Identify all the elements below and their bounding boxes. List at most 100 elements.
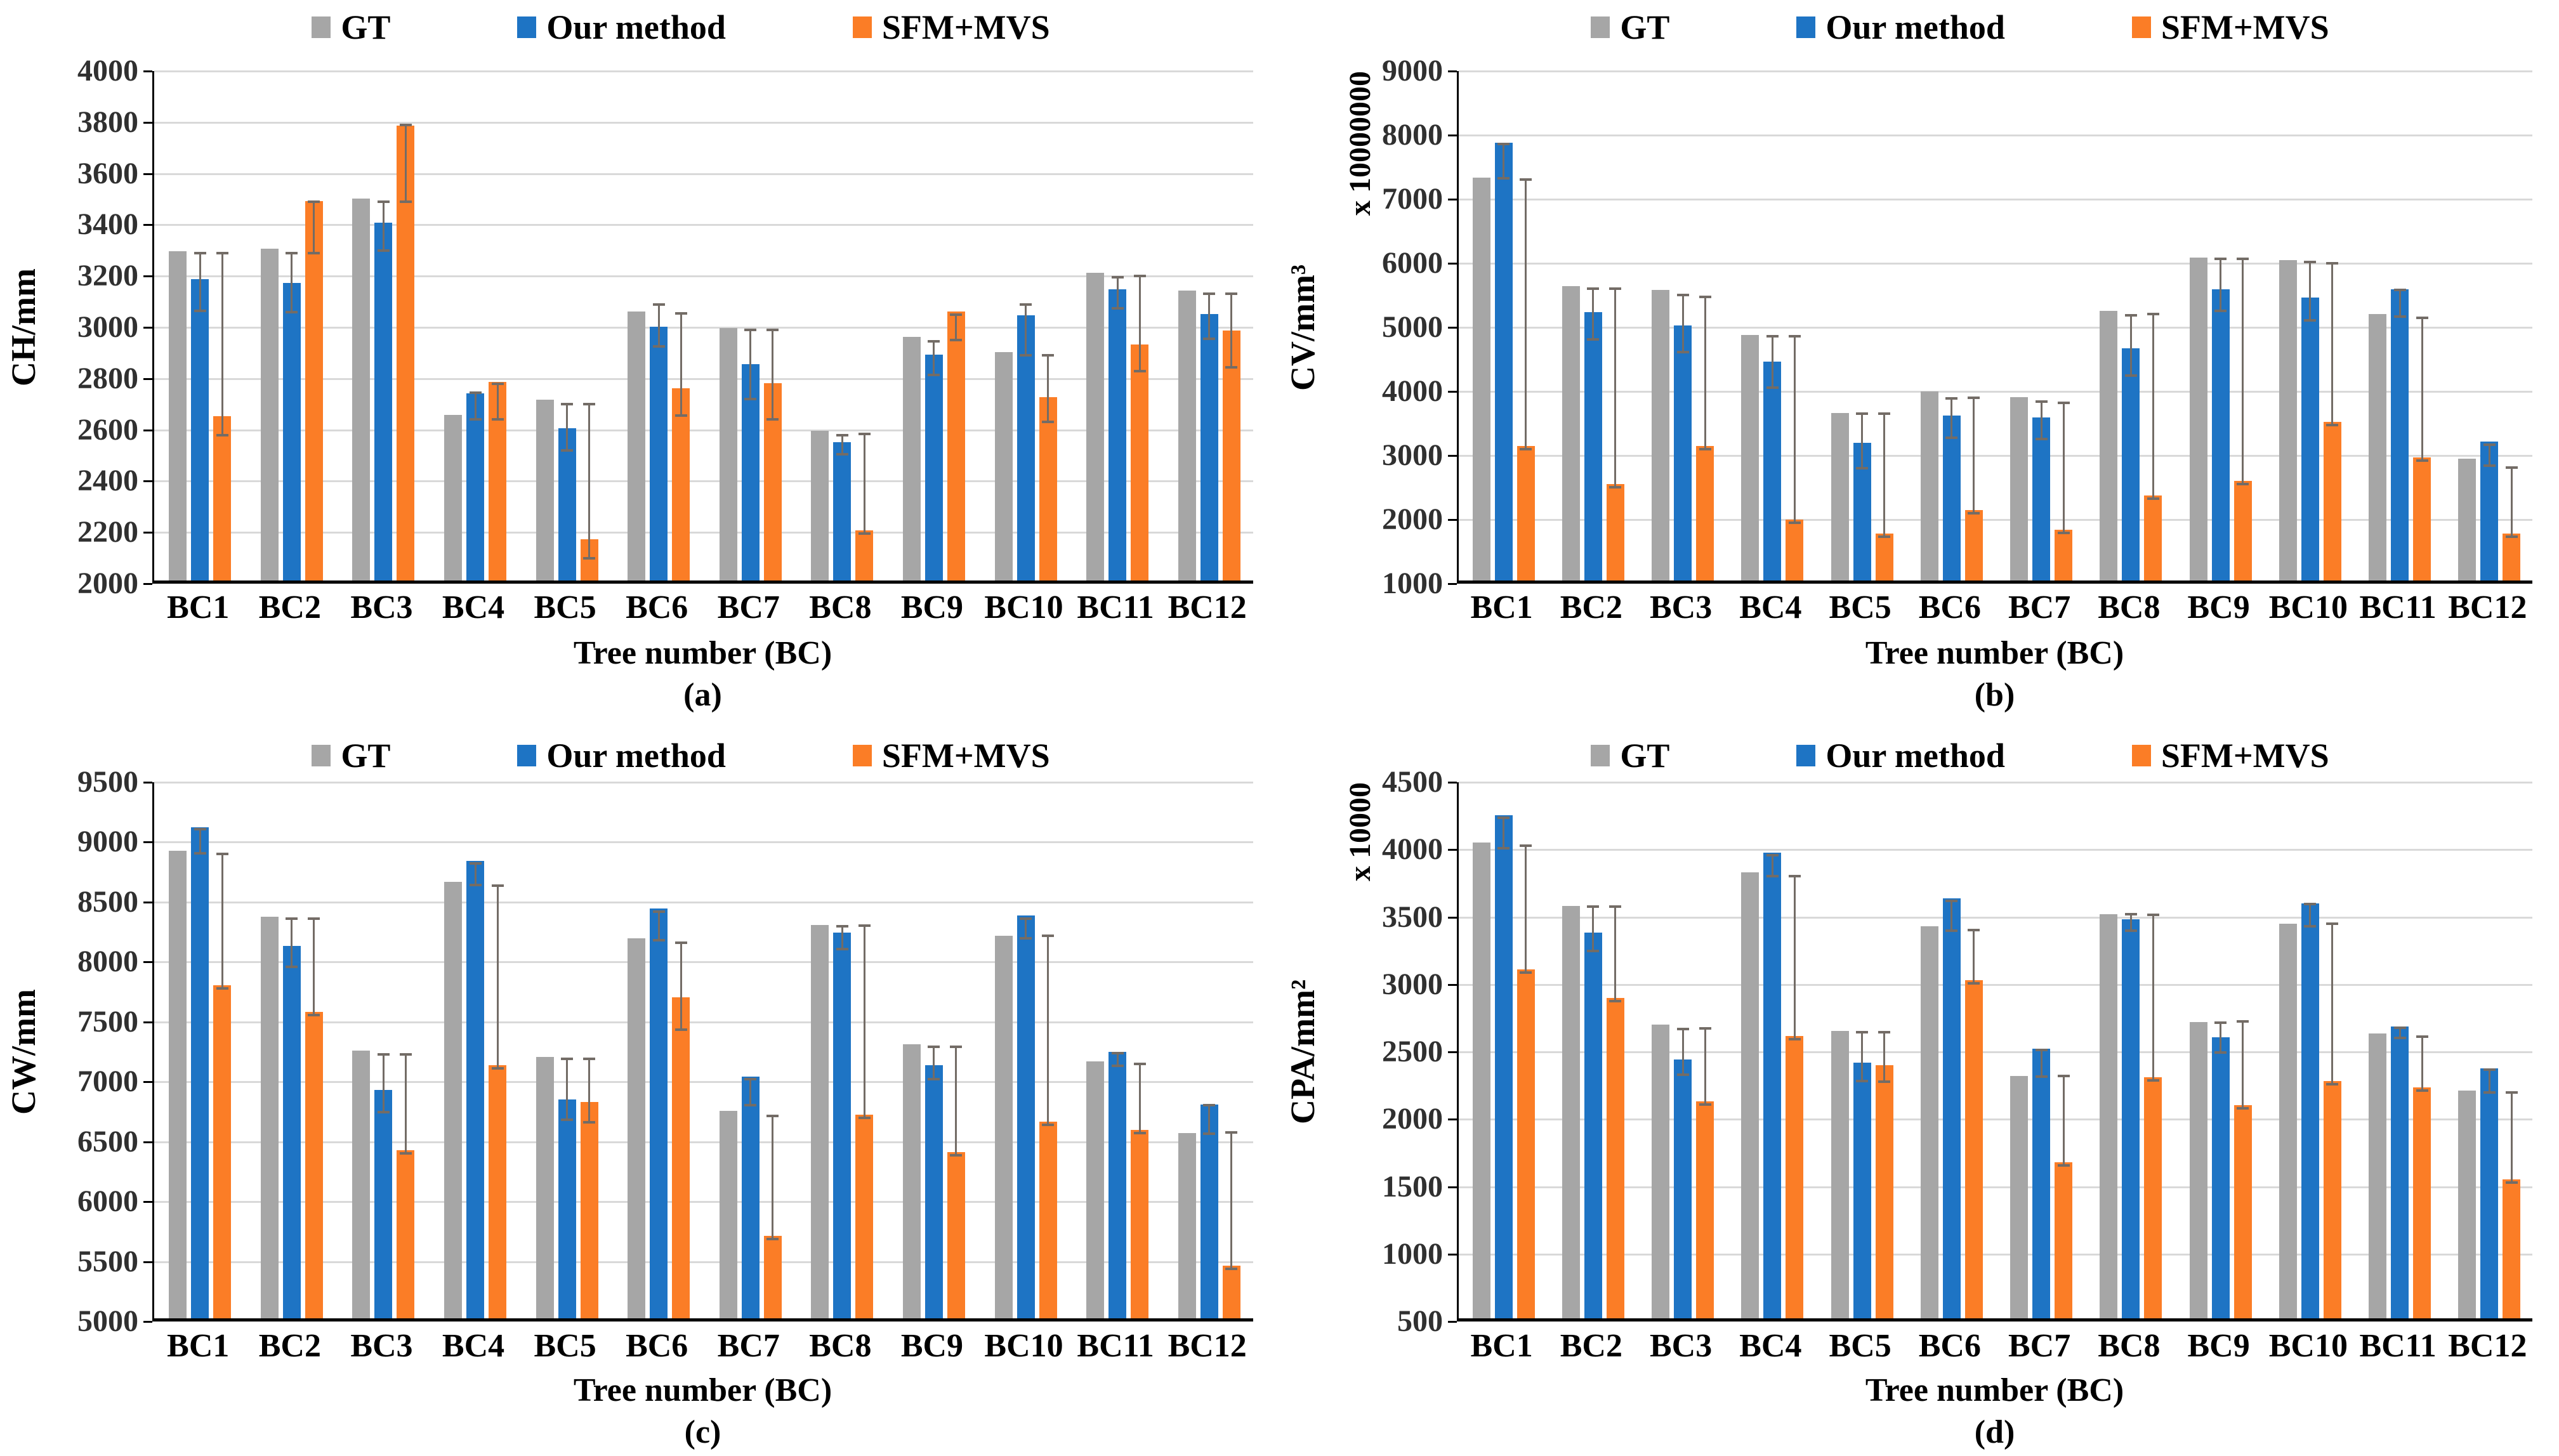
plot-area xyxy=(1448,70,2532,585)
bar-sfm-mvs-bc6 xyxy=(1964,509,1983,580)
gt-swatch-icon xyxy=(1591,745,1610,766)
legend-label-sfm-mvs: SFM+MVS xyxy=(2161,8,2329,46)
bar-our-method-bc1 xyxy=(191,827,209,1318)
legend-item-our-method: Our method xyxy=(1796,738,2005,773)
error-bar xyxy=(933,341,935,375)
error-bar-cap xyxy=(2326,423,2339,426)
gridline xyxy=(154,480,1253,483)
error-bar-cap xyxy=(1497,817,1510,820)
y-tick-label: 3000 xyxy=(1382,967,1443,1001)
y-axis-tick-mark xyxy=(143,782,152,784)
y-tick-label: 9000 xyxy=(77,825,138,859)
error-bar-cap xyxy=(950,1154,963,1157)
y-axis-tick-mark xyxy=(1448,263,1457,265)
bar-sfm-mvs-bc10 xyxy=(2323,421,2341,580)
panel-letter: (c) xyxy=(684,1414,721,1450)
legend-label-our-method: Our method xyxy=(1826,737,2005,775)
bar-gt-bc9 xyxy=(902,337,921,580)
error-bar-cap xyxy=(2304,903,2317,906)
error-bar-cap xyxy=(652,910,665,913)
bar-sfm-mvs-bc5 xyxy=(1875,534,1893,580)
error-bar xyxy=(2152,313,2154,499)
y-tick-label: 3000 xyxy=(1382,438,1443,472)
y-axis-tick-mark xyxy=(143,275,152,278)
error-bar-cap xyxy=(583,556,596,560)
x-category-label-bc11: BC11 xyxy=(1077,1328,1154,1364)
error-bar xyxy=(1138,1063,1141,1133)
bar-sfm-mvs-bc11 xyxy=(2413,457,2431,580)
error-bar-cap xyxy=(1766,853,1779,856)
bar-our-method-bc10 xyxy=(2301,297,2319,580)
error-bar-cap xyxy=(1788,521,1801,525)
bar-sfm-mvs-bc7 xyxy=(2055,530,2073,580)
bar-our-method-bc12 xyxy=(1200,1104,1218,1318)
bar-our-method-bc7 xyxy=(741,1077,760,1318)
gridline xyxy=(154,1081,1253,1084)
x-category-label-bc2: BC2 xyxy=(258,589,321,626)
error-bar-cap xyxy=(652,303,665,306)
error-bar-cap xyxy=(2505,1181,2518,1184)
error-bar xyxy=(657,912,660,941)
gridline xyxy=(1459,199,2532,200)
error-bar xyxy=(2220,258,2222,311)
bar-sfm-mvs-bc12 xyxy=(1222,1265,1240,1318)
legend-item-our-method: Our method xyxy=(1796,10,2005,44)
error-bar xyxy=(2062,403,2065,534)
y-axis-tick-mark xyxy=(143,1201,152,1203)
error-bar-cap xyxy=(1856,1031,1869,1034)
error-bar xyxy=(2398,1027,2401,1038)
error-bar-cap xyxy=(928,1077,940,1080)
error-bar-cap xyxy=(491,418,504,421)
error-bar-cap xyxy=(399,1151,412,1155)
bar-our-method-bc4 xyxy=(466,393,485,580)
panel-b-crown-volume-chart: GT Our method SFM+MVS CV/mm³ x 10000000 … xyxy=(1279,0,2558,728)
error-bar xyxy=(1047,935,1049,1125)
bar-sfm-mvs-bc8 xyxy=(855,530,874,580)
x-category-label-bc7: BC7 xyxy=(717,589,780,626)
error-bar-cap xyxy=(1020,917,1032,921)
error-bar-cap xyxy=(1788,335,1801,338)
error-bar-cap xyxy=(1497,176,1510,180)
error-bar-cap xyxy=(561,403,574,406)
bar-gt-bc2 xyxy=(260,248,279,580)
bar-our-method-bc5 xyxy=(558,428,576,580)
error-bar-cap xyxy=(286,965,298,968)
bar-gt-bc9 xyxy=(2189,1021,2207,1318)
legend-label-our-method: Our method xyxy=(1826,8,2005,46)
bar-our-method-bc7 xyxy=(2032,1049,2051,1318)
error-bar-cap xyxy=(1587,338,1600,341)
error-bar-cap xyxy=(1520,971,1532,974)
error-bar xyxy=(2242,258,2244,485)
error-bar-cap xyxy=(1225,1131,1238,1134)
y-tick-label: 8000 xyxy=(1382,118,1443,152)
error-bar-cap xyxy=(2057,1164,2070,1167)
x-category-label-bc4: BC4 xyxy=(442,589,505,626)
error-bar-cap xyxy=(469,391,482,395)
error-bar-cap xyxy=(1945,436,1958,439)
error-bar xyxy=(1025,304,1027,356)
gridline xyxy=(154,841,1253,844)
error-bar-cap xyxy=(2483,1091,2496,1094)
bar-gt-bc3 xyxy=(1652,1024,1670,1318)
legend-item-our-method: Our method xyxy=(517,738,726,773)
bar-our-method-bc9 xyxy=(2211,1037,2230,1318)
error-bar-cap xyxy=(1111,1051,1124,1054)
error-bar xyxy=(2152,915,2154,1080)
error-bar-cap xyxy=(950,339,963,342)
error-bar-cap xyxy=(766,418,779,421)
bar-sfm-mvs-bc9 xyxy=(2233,481,2252,580)
legend: GT Our method SFM+MVS xyxy=(82,10,1279,44)
bar-our-method-bc8 xyxy=(833,442,852,580)
bar-sfm-mvs-bc1 xyxy=(1516,969,1535,1318)
bar-our-method-bc1 xyxy=(1494,815,1513,1318)
error-bar-cap xyxy=(286,310,298,313)
x-category-label-bc6: BC6 xyxy=(626,1328,688,1364)
error-bar-cap xyxy=(836,433,848,436)
x-axis-category-labels: BC1 BC2 BC3 BC4 BC5 BC6 BC7 BC8 BC9 BC10 BC11 BC12 xyxy=(152,1330,1253,1368)
bar-our-method-bc10 xyxy=(2301,903,2319,1318)
y-tick-label: 1000 xyxy=(1382,567,1443,600)
error-bar-cap xyxy=(377,1053,390,1056)
y-tick-label: 2000 xyxy=(1382,502,1443,536)
error-bar-cap xyxy=(1676,1027,1689,1030)
x-axis-title: Tree number (BC) xyxy=(1865,635,2124,671)
